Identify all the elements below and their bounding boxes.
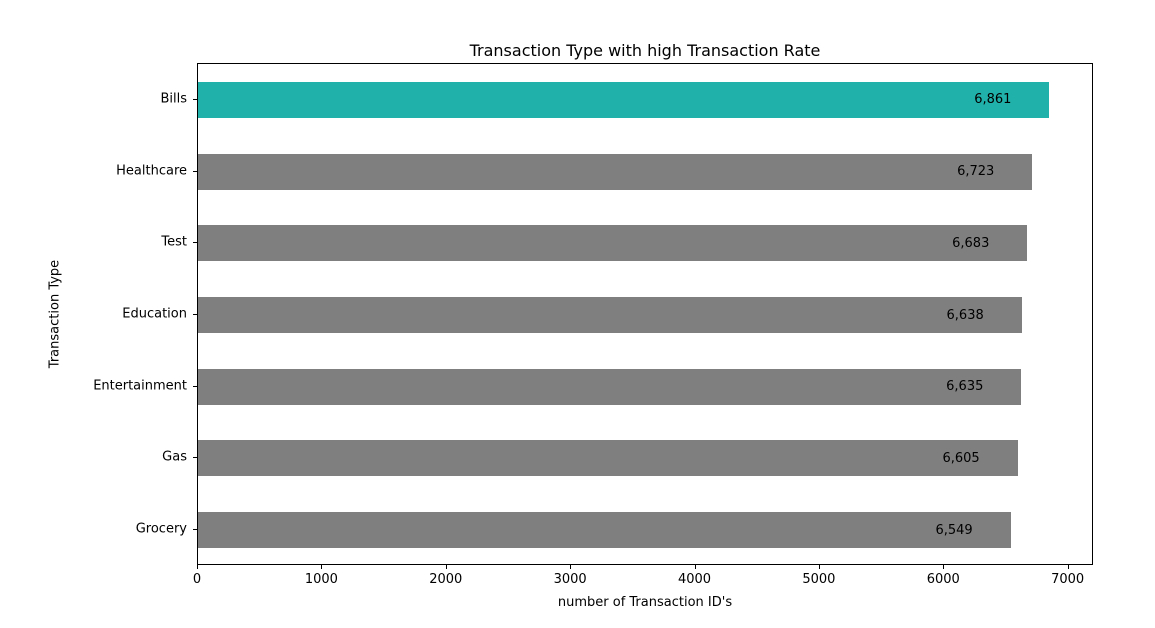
y-tick-label: Entertainment <box>93 378 187 394</box>
x-tick-mark <box>943 565 945 569</box>
x-tick-label: 3000 <box>553 572 587 587</box>
x-tick-label: 6000 <box>926 572 960 587</box>
bar-value-label: 6,549 <box>935 522 973 538</box>
y-tick-mark <box>193 314 197 315</box>
bar-grocery: 6,549 <box>198 512 1011 549</box>
x-tick-mark <box>570 565 572 569</box>
bar-value-label: 6,638 <box>946 307 984 323</box>
bar-value-label: 6,861 <box>974 92 1012 108</box>
bar-entertainment: 6,635 <box>198 368 1022 405</box>
bar-row: 6,861 <box>198 81 1092 118</box>
x-tick-label: 1000 <box>304 572 338 587</box>
bar-row: 6,605 <box>198 440 1092 477</box>
x-tick-label: 0 <box>192 572 202 587</box>
x-tick-label: 7000 <box>1051 572 1085 587</box>
x-tick-label: 2000 <box>429 572 463 587</box>
y-tick-mark <box>193 170 197 172</box>
y-tick-mark <box>193 457 197 459</box>
y-tick-label: Gas <box>162 449 187 465</box>
bar-row: 6,638 <box>198 297 1092 333</box>
chart-title: Transaction Type with high Transaction R… <box>469 41 821 60</box>
bar-row: 6,549 <box>198 512 1092 549</box>
x-tick-mark <box>445 565 447 569</box>
bar-row: 6,635 <box>198 368 1092 405</box>
bar-row: 6,723 <box>198 153 1092 190</box>
y-tick-mark <box>193 385 197 387</box>
x-tick-mark <box>818 565 820 569</box>
y-tick-mark <box>193 98 197 100</box>
bar-education: 6,638 <box>198 297 1022 333</box>
bar-value-label: 6,635 <box>946 379 984 395</box>
bar-bills: 6,861 <box>198 81 1050 118</box>
y-tick-label: Education <box>122 306 187 322</box>
y-tick-label: Bills <box>160 91 187 107</box>
bar-row: 6,683 <box>198 225 1092 262</box>
bar-test: 6,683 <box>198 225 1028 262</box>
bar-gas: 6,605 <box>198 440 1018 477</box>
x-tick-mark <box>197 565 198 569</box>
bar-value-label: 6,723 <box>957 164 995 180</box>
x-axis-title: number of Transaction ID's <box>557 595 733 610</box>
plot-area: 6,861 6,723 6,683 6,638 6,635 6,605 6,549 <box>197 63 1093 565</box>
x-tick-mark <box>1067 565 1069 569</box>
bar-value-label: 6,605 <box>942 450 980 466</box>
bar-value-label: 6,683 <box>952 235 990 251</box>
x-tick-label: 5000 <box>802 572 836 587</box>
y-tick-label: Healthcare <box>116 163 187 179</box>
bar-healthcare: 6,723 <box>198 153 1033 190</box>
y-tick-label: Test <box>161 234 187 250</box>
y-tick-label: Grocery <box>135 521 187 537</box>
x-tick-label: 4000 <box>677 572 712 587</box>
x-tick-mark <box>694 565 696 569</box>
y-tick-mark <box>193 529 197 531</box>
x-tick-mark <box>321 565 323 569</box>
y-tick-mark <box>193 242 197 244</box>
